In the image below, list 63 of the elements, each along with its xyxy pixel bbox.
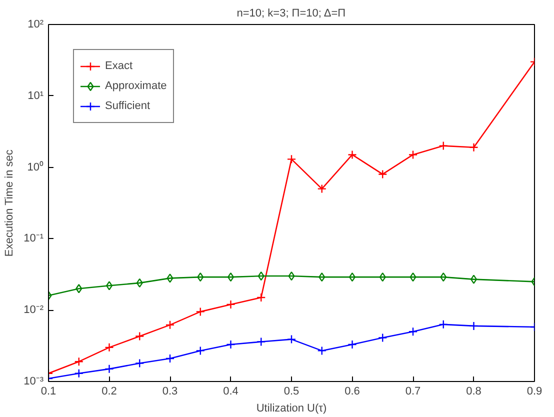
point (438, 320, 448, 330)
x-tick-label: 0.9 (526, 386, 542, 398)
point (135, 358, 144, 368)
point (408, 150, 418, 160)
point (469, 142, 478, 152)
point (378, 333, 388, 342)
y-tick-label: 10¹ (28, 90, 44, 102)
x-tick-label: 0.8 (466, 386, 482, 398)
point (379, 272, 386, 282)
point (196, 346, 205, 356)
legend-label: Approximate (105, 80, 167, 92)
point (286, 334, 296, 344)
y-tick-label: 10⁻³ (24, 376, 44, 388)
point (408, 326, 418, 336)
x-tick-label: 0.2 (102, 386, 117, 398)
point (348, 340, 357, 350)
point (317, 184, 326, 194)
y-axis-title: Execution Time in sec (4, 149, 16, 257)
point (135, 332, 144, 341)
point (197, 272, 204, 282)
x-axis-title: Utilization U(τ) (256, 402, 327, 414)
point (226, 340, 236, 350)
x-tick-label: 0.3 (162, 386, 178, 398)
point (317, 346, 326, 356)
point (378, 170, 388, 179)
point (258, 271, 264, 281)
legend-label: Sufficient (105, 100, 150, 112)
point (348, 150, 357, 160)
y-tick-label: 10⁻¹ (24, 232, 44, 245)
point (469, 321, 478, 331)
point (196, 307, 205, 316)
point (226, 300, 236, 310)
point (440, 272, 447, 282)
point (104, 342, 114, 352)
y-tick-label: 10² (28, 18, 44, 30)
point (410, 272, 416, 282)
point (166, 274, 174, 283)
x-tick-label: 0.7 (405, 386, 421, 398)
point (227, 272, 234, 282)
point (318, 272, 326, 282)
point (286, 154, 296, 164)
point (348, 272, 356, 282)
y-tick-label: 10⁻² (24, 304, 44, 316)
chart-title: n=10; k=3; Π=10; Δ=Π (236, 8, 346, 20)
x-tick-label: 0.5 (284, 386, 300, 398)
legend-label: Exact (105, 60, 133, 72)
point (74, 368, 84, 378)
point (165, 354, 175, 364)
point (165, 320, 175, 330)
point (136, 278, 143, 288)
point (256, 337, 266, 346)
point (106, 281, 113, 290)
point (438, 141, 448, 150)
point (470, 274, 478, 284)
point (256, 292, 266, 302)
point (76, 284, 82, 294)
point (74, 356, 84, 366)
point (104, 364, 114, 374)
x-tick-label: 0.4 (223, 386, 238, 398)
point (288, 271, 295, 281)
y-tick-label: 10⁰ (27, 160, 44, 174)
x-tick-label: 0.1 (40, 386, 56, 398)
x-tick-label: 0.6 (344, 386, 360, 398)
